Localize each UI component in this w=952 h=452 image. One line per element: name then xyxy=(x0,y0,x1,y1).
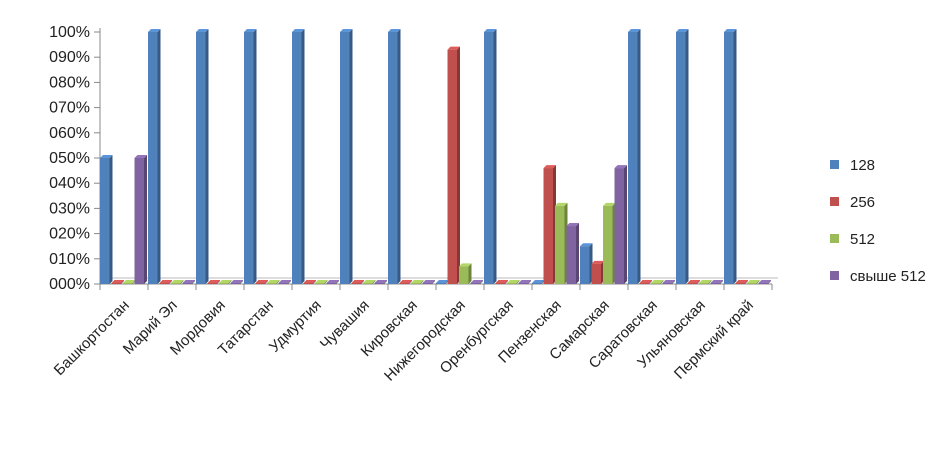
bar-4-1 xyxy=(303,280,316,284)
bar-10-3 xyxy=(614,165,627,284)
bar-10-1 xyxy=(591,260,604,284)
chart-legend: 128 256 512 свыше 512 xyxy=(830,157,926,285)
legend-swatch xyxy=(830,271,839,280)
y-tick-label: 000% xyxy=(49,276,90,293)
bar-7-0 xyxy=(436,280,449,284)
bar-3-2 xyxy=(267,280,280,284)
y-tick-label: 060% xyxy=(49,125,90,142)
bar-3-0 xyxy=(244,29,257,284)
bar-6-1 xyxy=(399,280,412,284)
bar-1-3 xyxy=(182,280,195,284)
bar-12-2 xyxy=(699,280,712,284)
legend-label: свыше 512 xyxy=(850,268,926,285)
bar-12-1 xyxy=(687,280,700,284)
bar-5-3 xyxy=(374,280,387,284)
bar-7-2 xyxy=(459,263,472,284)
legend-label: 128 xyxy=(850,157,875,174)
bar-3-3 xyxy=(278,280,291,284)
bar-8-0 xyxy=(484,29,497,284)
legend-item: свыше 512 xyxy=(830,268,926,285)
bar-9-3 xyxy=(566,223,579,284)
y-tick-label: 080% xyxy=(49,74,90,91)
bar-13-0 xyxy=(724,29,737,284)
bar-8-3 xyxy=(518,280,531,284)
bar-11-3 xyxy=(662,280,675,284)
bar-3-1 xyxy=(255,280,268,284)
legend-item: 128 xyxy=(830,157,875,174)
bar-8-1 xyxy=(495,280,508,284)
bar-6-2 xyxy=(411,280,424,284)
bar-5-0 xyxy=(340,29,353,284)
bar-4-0 xyxy=(292,29,305,284)
bar-4-3 xyxy=(326,280,339,284)
bar-6-0 xyxy=(388,29,401,284)
legend-swatch xyxy=(830,160,839,169)
bar-13-3 xyxy=(758,280,771,284)
legend-label: 512 xyxy=(850,231,875,248)
bar-10-2 xyxy=(603,202,616,284)
bar-7-1 xyxy=(447,46,460,284)
bar-0-3 xyxy=(134,155,147,284)
bar-10-0 xyxy=(580,243,593,284)
y-tick-label: 030% xyxy=(49,200,90,217)
bar-8-2 xyxy=(507,280,520,284)
y-tick-label: 070% xyxy=(49,100,90,117)
bar-13-2 xyxy=(747,280,760,284)
x-tick-label: Башкортостан xyxy=(51,297,133,379)
bar-13-1 xyxy=(735,280,748,284)
bar-0-2 xyxy=(123,280,136,284)
y-tick-label: 020% xyxy=(49,226,90,243)
y-axis-ticks: 000% 010% 020% 030% 040% 050% 060% 070% 080% 090%… xyxy=(49,24,100,293)
bar-1-2 xyxy=(171,280,184,284)
legend-item: 256 xyxy=(830,194,875,211)
bar-4-2 xyxy=(315,280,328,284)
bar-11-2 xyxy=(651,280,664,284)
bar-2-3 xyxy=(230,280,243,284)
legend-item: 512 xyxy=(830,231,875,248)
bar-2-2 xyxy=(219,280,232,284)
bar-6-3 xyxy=(422,280,435,284)
bar-7-3 xyxy=(470,280,483,284)
bar-5-2 xyxy=(363,280,376,284)
legend-swatch xyxy=(830,234,839,243)
bar-9-0 xyxy=(532,280,545,284)
bar-12-3 xyxy=(710,280,723,284)
y-tick-label: 100% xyxy=(49,24,90,41)
bar-5-1 xyxy=(351,280,364,284)
legend-label: 256 xyxy=(850,194,875,211)
bar-0-0 xyxy=(100,155,113,284)
bar-2-1 xyxy=(207,280,220,284)
chart-bars xyxy=(100,29,771,284)
legend-swatch xyxy=(830,197,839,206)
y-tick-label: 090% xyxy=(49,49,90,66)
bar-11-1 xyxy=(639,280,652,284)
bar-12-0 xyxy=(676,29,689,284)
y-tick-label: 040% xyxy=(49,175,90,192)
bar-1-0 xyxy=(148,29,161,284)
bar-1-1 xyxy=(159,280,172,284)
bar-11-0 xyxy=(628,29,641,284)
y-tick-label: 010% xyxy=(49,251,90,268)
bar-2-0 xyxy=(196,29,209,284)
x-tick-label: Удмуртия xyxy=(266,297,325,356)
bar-0-1 xyxy=(111,280,124,284)
bar-9-2 xyxy=(555,202,568,284)
bar-9-1 xyxy=(543,165,556,284)
y-tick-label: 050% xyxy=(49,150,90,167)
